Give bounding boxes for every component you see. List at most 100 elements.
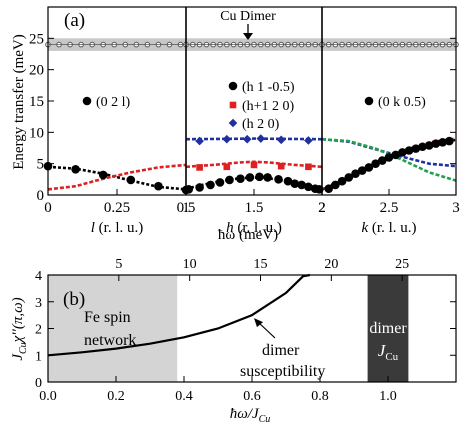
fe-spin-network-line-2: network bbox=[84, 332, 136, 349]
data-point-0-2-l bbox=[154, 181, 163, 191]
data-point-0-k-0-5 bbox=[431, 139, 441, 148]
legend-label-h-1-2-0: (h+1 2 0) bbox=[242, 99, 295, 114]
data-point-h-1-0-5 bbox=[255, 172, 264, 182]
b-x-tick-label-0-8: 0.8 bbox=[311, 389, 329, 404]
panel-b-ticks: 0.0 0.2 0.4 0.6 0.8 1.0 0 1 2 3 4 5 10 15 20 25 bbox=[35, 257, 456, 404]
data-point-0-k-0-5 bbox=[357, 166, 367, 175]
data-point-h-1-0-5 bbox=[304, 182, 313, 192]
fit-curve-1-1 bbox=[47, 165, 187, 191]
data-point-h-1-0-5 bbox=[225, 175, 234, 185]
b-top-tick-label-20: 20 bbox=[324, 257, 338, 272]
panel-a-label: (a) bbox=[64, 10, 85, 31]
legend-label-0-2-l: (0 2 l) bbox=[96, 95, 131, 110]
data-point-0-k-0-5 bbox=[344, 173, 354, 182]
cu-dimer-arrow bbox=[243, 24, 253, 40]
data-point-h-1-0-5 bbox=[283, 176, 293, 186]
x-tick-label-2: 2 bbox=[318, 200, 326, 216]
panel-b-top-axis-label: ħω (meV) bbox=[218, 227, 278, 243]
data-point-h-2-0 bbox=[242, 134, 252, 144]
fe-spin-network-line-1: Fe spin bbox=[84, 309, 131, 326]
x-tick-label-1: 1 bbox=[182, 200, 190, 216]
data-point-0-k-0-5 bbox=[391, 150, 401, 160]
b-x-axis-label-main: ħω/J bbox=[230, 406, 260, 422]
data-point-0-k-0-5 bbox=[418, 142, 427, 152]
dimer-susceptibility-curve bbox=[47, 273, 311, 357]
x-axis-label-h: h (r. l. u.) bbox=[226, 220, 282, 236]
x-tick-label-3: 3 bbox=[452, 200, 460, 216]
panel-b-regions bbox=[48, 275, 409, 382]
data-point-h-2-0 bbox=[304, 136, 313, 145]
data-point-0-k-0-5 bbox=[337, 176, 347, 186]
data-point-0-2-l bbox=[71, 165, 80, 174]
data-point-h-1-0-5 bbox=[215, 178, 225, 187]
data-point-0-k-0-5 bbox=[378, 156, 387, 165]
y-tick-label-5: 5 bbox=[37, 157, 45, 173]
b-top-tick-label-25: 25 bbox=[395, 257, 409, 272]
y-tick-label-20: 20 bbox=[29, 63, 44, 79]
x-axis-label-unit: (r. l. u.) bbox=[95, 220, 143, 236]
x-tick-label-0: 0 bbox=[44, 200, 52, 216]
b-y-axis-label-j: J bbox=[10, 353, 26, 361]
b-y-axis-label-sub: Cu bbox=[18, 342, 29, 354]
region-fe-spin-network bbox=[48, 275, 178, 382]
data-point-0-k-0-5 bbox=[438, 138, 447, 147]
b-y-axis-label: JCuχ′′(π,ω) bbox=[10, 297, 29, 360]
panel-b-texts: Fe spinnetworkdimerJCudimersusceptibilit… bbox=[10, 297, 407, 424]
y-tick-label-0: 0 bbox=[37, 188, 45, 204]
y-tick-label-25: 25 bbox=[29, 31, 44, 47]
b-x-tick-label-0-2: 0.2 bbox=[107, 389, 125, 404]
cu-dimer-arrow-head bbox=[243, 33, 253, 40]
data-point-0-k-0-5 bbox=[398, 148, 407, 157]
panel-b: 0.0 0.2 0.4 0.6 0.8 1.0 0 1 2 3 4 5 10 15 20 25 Fe spin… bbox=[10, 227, 457, 424]
x-tick-label-0-5: 0.5 bbox=[177, 200, 196, 216]
x-tick-label-2: 2 bbox=[318, 200, 326, 216]
panel-a-y-axis-label: Energy transfer (meV) bbox=[11, 34, 27, 170]
b-x-axis-label-sub: Cu bbox=[259, 414, 271, 424]
panel-b-label: (b) bbox=[63, 289, 85, 310]
data-point-0-k-0-5 bbox=[324, 184, 334, 194]
data-point-h-2-0 bbox=[256, 134, 266, 143]
jcu-subscript: Cu bbox=[385, 351, 398, 363]
dimer-jcu-line-2: JCu bbox=[378, 341, 399, 363]
x-axis-label-l: l (r. l. u.) bbox=[91, 220, 144, 236]
x-tick-label-0-25: 0.25 bbox=[104, 200, 130, 216]
jcu-symbol: J bbox=[378, 341, 387, 360]
x-axis-label-unit: (r. l. u.) bbox=[234, 220, 282, 236]
b-y-tick-label-1: 1 bbox=[35, 349, 42, 364]
x-axis-label-k: k (r. l. u.) bbox=[362, 220, 417, 236]
b-y-axis-label-rest: χ′′(π,ω) bbox=[10, 297, 26, 344]
b-y-tick-label-2: 2 bbox=[35, 323, 42, 338]
data-point-0-k-0-5 bbox=[445, 136, 454, 146]
b-top-tick-label-10: 10 bbox=[183, 257, 197, 272]
data-point-0-k-0-5 bbox=[371, 159, 380, 168]
b-x-tick-label-0-6: 0.6 bbox=[243, 389, 261, 404]
data-point-h-1-0-5 bbox=[206, 180, 215, 190]
data-point-h-2-0 bbox=[195, 136, 204, 146]
data-point-0-k-0-5 bbox=[424, 141, 434, 150]
cu-dimer-annotation: Cu Dimer bbox=[220, 9, 276, 24]
data-point-h-1-0-5 bbox=[263, 173, 272, 182]
b-x-tick-label-0-4: 0.4 bbox=[175, 389, 193, 404]
b-y-tick-label-0: 0 bbox=[35, 376, 42, 391]
legend-label-h-2-0: (h 2 0) bbox=[242, 117, 280, 132]
legend-marker-0-2-l bbox=[82, 96, 92, 106]
panel-a-legends: (0 2 l) (h 1 -0.5) (h+1 2 0) (h 2 0) (0 k 0.… bbox=[82, 80, 426, 132]
data-point-h-2-0 bbox=[222, 134, 232, 144]
panel-a-x-axis-labels: 0 0.25 0.5l (r. l. u.)1 1.5 2h (r. l. u.)2 2.… bbox=[44, 200, 460, 236]
x-axis-label-unit: (r. l. u.) bbox=[368, 220, 416, 236]
data-point-h-1-0-5 bbox=[274, 175, 283, 184]
x-tick-label-1-5: 1.5 bbox=[245, 200, 264, 216]
b-x-axis-label: ħω/JCu bbox=[230, 406, 271, 424]
data-point-h-1-2-0 bbox=[305, 163, 312, 171]
legend-marker-h-1-0-5 bbox=[228, 81, 238, 91]
dimer-susceptibility-line-2: susceptibility bbox=[240, 363, 325, 380]
y-tick-label-15: 15 bbox=[29, 94, 44, 110]
data-point-h-1-0-5 bbox=[245, 173, 255, 182]
legend-label-h-1-0-5: (h 1 -0.5) bbox=[242, 80, 295, 95]
x-axis-label-var: h bbox=[226, 220, 234, 236]
b-top-tick-label-15: 15 bbox=[254, 257, 268, 272]
legend-marker-h-1-2-0 bbox=[229, 101, 237, 109]
data-point-h-1-0-5 bbox=[297, 180, 306, 190]
